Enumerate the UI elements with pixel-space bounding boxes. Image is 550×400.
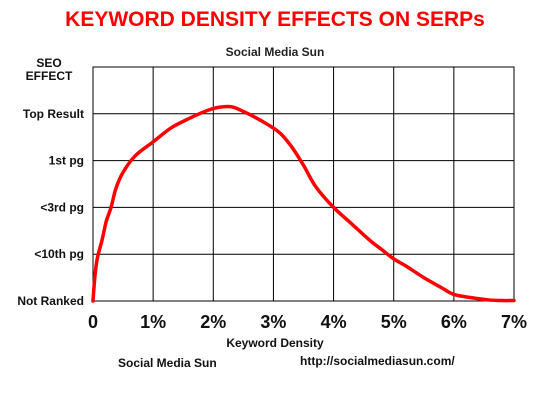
y-tick-label: Top Result <box>23 107 84 121</box>
y-tick-labels: Not Ranked <10th pg <3rd pg 1st pg Top Resul… <box>17 107 84 308</box>
chart-subtitle: Social Media Sun <box>225 45 325 59</box>
y-tick-label: <3rd pg <box>40 200 84 214</box>
x-tick-label: 7% <box>501 312 527 332</box>
x-tick-labels: 0 1% 2% 3% 4% 5% 6% 7% <box>88 312 527 332</box>
x-tick-label: 6% <box>441 312 467 332</box>
x-tick-label: 5% <box>381 312 407 332</box>
plot-frame <box>92 66 515 302</box>
y-tick-label: 1st pg <box>49 154 84 168</box>
x-tick-label: 2% <box>200 312 226 332</box>
y-tick-label: Not Ranked <box>17 294 84 308</box>
x-tick-label: 4% <box>321 312 347 332</box>
series-line <box>91 104 516 303</box>
chart-title: KEYWORD DENSITY EFFECTS ON SERPs <box>65 8 485 31</box>
y-axis-label: SEO EFFECT <box>25 56 73 83</box>
x-axis-label: Keyword Density <box>226 336 324 350</box>
footer-url: http://socialmediasun.com/ <box>300 354 455 368</box>
y-tick-label: <10th pg <box>34 247 84 261</box>
grid-lines <box>93 66 514 301</box>
x-tick-label: 3% <box>260 312 286 332</box>
footer-brand: Social Media Sun <box>118 356 217 370</box>
x-tick-label: 1% <box>140 312 166 332</box>
x-tick-label: 0 <box>88 312 98 332</box>
